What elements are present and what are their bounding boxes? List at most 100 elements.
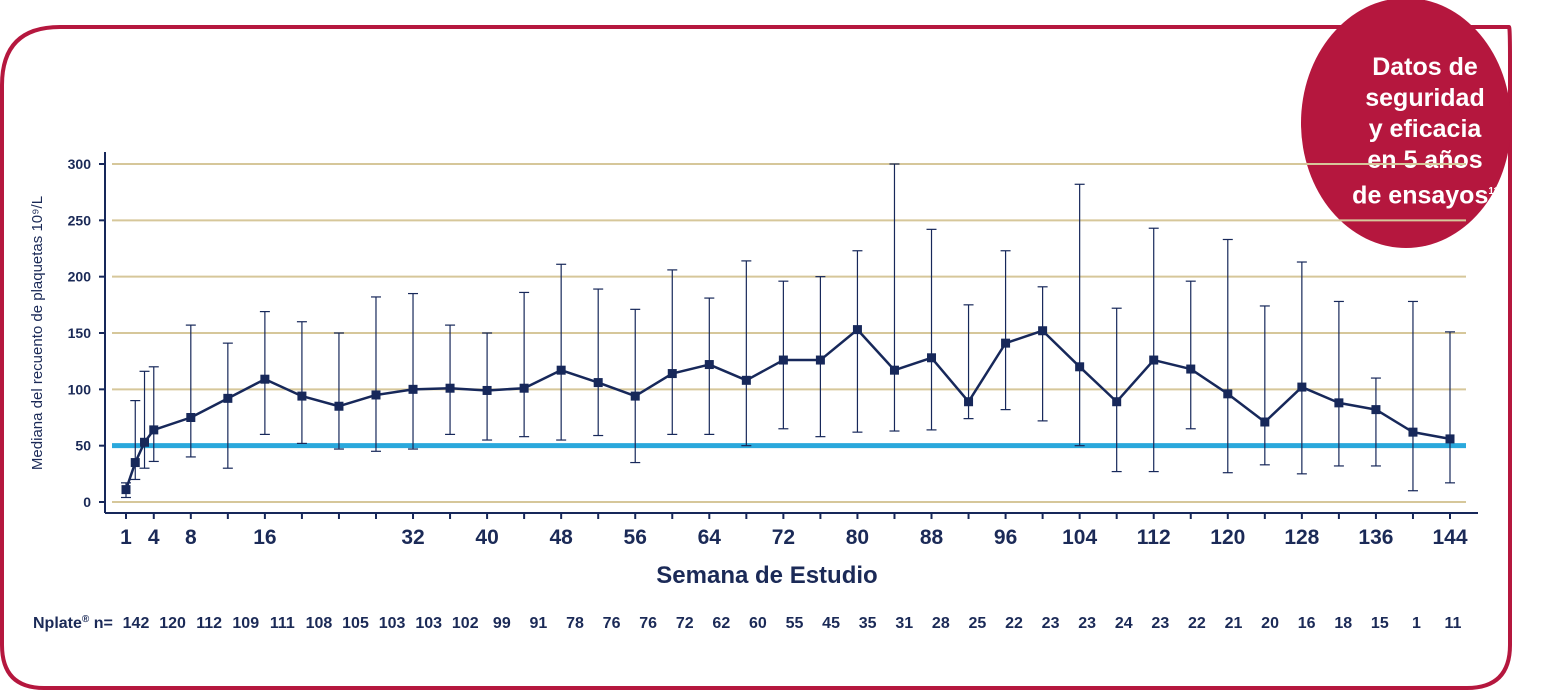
- y-tick-label: 50: [75, 438, 91, 454]
- y-tick-label: 200: [68, 269, 92, 285]
- data-point: [1001, 338, 1011, 348]
- n-row-label-sup: ®: [82, 614, 90, 625]
- data-point: [1408, 427, 1418, 437]
- n-value: 112: [196, 615, 222, 632]
- data-point: [149, 425, 159, 435]
- data-point: [408, 384, 418, 394]
- n-value: 20: [1261, 615, 1279, 632]
- n-value: 45: [822, 615, 840, 632]
- data-point: [593, 378, 603, 388]
- badge-line-5: de ensayos1*: [1330, 176, 1520, 211]
- data-point: [964, 397, 974, 407]
- n-value: 91: [530, 615, 548, 632]
- data-point: [630, 391, 640, 401]
- n-row-label-suffix: n=: [89, 615, 113, 632]
- n-value: 35: [859, 615, 877, 632]
- x-tick-label: 104: [1062, 526, 1097, 549]
- data-point: [1223, 389, 1233, 399]
- x-tick-label: 1: [120, 526, 132, 549]
- badge-circle: [1301, 0, 1511, 248]
- data-point: [1297, 382, 1307, 392]
- y-tick-label: 150: [68, 325, 92, 341]
- y-tick-label: 250: [68, 212, 92, 228]
- n-value: 22: [1005, 615, 1023, 632]
- data-point: [1038, 326, 1048, 336]
- n-row-label-text: Nplate: [33, 615, 82, 632]
- data-point: [1075, 362, 1085, 372]
- x-tick-label: 120: [1210, 526, 1245, 549]
- x-tick-label: 40: [475, 526, 498, 549]
- x-tick-label: 64: [698, 526, 722, 549]
- data-point: [297, 391, 307, 401]
- badge-line-5-text: de ensayos: [1352, 181, 1489, 210]
- series-line: [124, 328, 1451, 491]
- n-value: 25: [969, 615, 987, 632]
- x-tick-label: 144: [1432, 526, 1467, 549]
- n-value: 76: [603, 615, 621, 632]
- data-point: [852, 325, 862, 335]
- x-tick-label: 80: [846, 526, 869, 549]
- n-value: 76: [639, 615, 657, 632]
- data-point: [741, 375, 751, 385]
- data-point: [371, 390, 381, 400]
- n-value: 23: [1078, 615, 1096, 632]
- n-value: 1: [1412, 615, 1421, 632]
- n-value: 78: [566, 615, 584, 632]
- data-point: [1445, 434, 1455, 444]
- data-point: [778, 355, 788, 365]
- n-value: 21: [1225, 615, 1243, 632]
- x-tick-label: 16: [253, 526, 276, 549]
- n-value: 23: [1042, 615, 1060, 632]
- n-value: 15: [1371, 615, 1389, 632]
- series: [121, 325, 1455, 495]
- y-axis-title: Mediana del recuento de plaquetas 10⁹/L: [29, 196, 46, 470]
- n-value: 105: [342, 615, 369, 632]
- data-point: [889, 365, 899, 375]
- n-value: 72: [676, 615, 694, 632]
- n-value: 120: [159, 615, 186, 632]
- n-value: 142: [123, 615, 150, 632]
- x-tick-label: 8: [185, 526, 197, 549]
- data-point: [140, 437, 150, 447]
- error-bars: [121, 163, 1455, 499]
- badge-line-4: en 5 años: [1367, 146, 1483, 174]
- data-point: [482, 385, 492, 395]
- y-ticks: 0 50 100 150 200 250 300: [68, 156, 105, 510]
- data-point: [186, 413, 196, 422]
- x-tick-label: 88: [920, 526, 944, 549]
- n-value: 24: [1115, 615, 1133, 632]
- n-value: 62: [712, 615, 730, 632]
- n-value: 22: [1188, 615, 1206, 632]
- n-value: 23: [1151, 615, 1169, 632]
- x-tick-label: 56: [624, 526, 647, 549]
- data-point: [445, 383, 455, 393]
- data-point: [121, 485, 131, 495]
- badge-line-1: Datos de: [1372, 53, 1478, 81]
- x-tick-label: 32: [401, 526, 424, 549]
- data-point: [927, 353, 937, 363]
- n-value: 55: [786, 615, 804, 632]
- n-row: Nplate® n= 142 120 112 109 111 108 105 103 103 102…: [33, 614, 1462, 632]
- data-point: [815, 355, 825, 365]
- x-tick-label: 112: [1137, 526, 1171, 549]
- data-point: [1371, 405, 1381, 415]
- badge-text: Datos de seguridad y eficacia en 5 años …: [1330, 52, 1520, 211]
- x-tick-label: 48: [549, 526, 573, 549]
- n-value: 18: [1334, 615, 1352, 632]
- x-tick-label: 136: [1358, 526, 1393, 549]
- badge-line-2: seguridad: [1365, 84, 1485, 112]
- n-value: 103: [379, 615, 406, 632]
- x-tick-label: 72: [772, 526, 795, 549]
- n-value: 60: [749, 615, 767, 632]
- data-point: [1186, 364, 1196, 374]
- data-point: [130, 458, 140, 468]
- n-value: 99: [493, 615, 511, 632]
- x-tick-label: 128: [1284, 526, 1319, 549]
- data-point: [667, 369, 677, 379]
- x-axis-title: Semana de Estudio: [656, 562, 877, 589]
- y-tick-label: 0: [83, 494, 91, 510]
- n-row-label: Nplate® n=: [33, 614, 113, 632]
- n-value: 111: [270, 615, 295, 632]
- n-value: 103: [415, 615, 442, 632]
